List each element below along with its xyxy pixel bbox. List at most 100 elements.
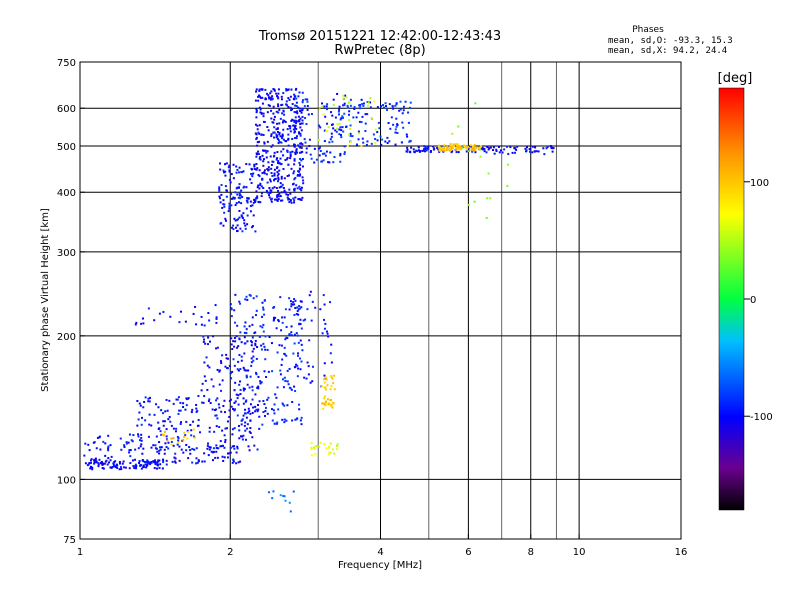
data-point [277, 111, 280, 114]
data-point [254, 410, 257, 413]
data-point [214, 304, 217, 307]
data-point [273, 178, 276, 181]
data-point [233, 364, 236, 367]
data-point [174, 457, 177, 460]
data-point [241, 438, 244, 441]
data-point [330, 132, 333, 135]
data-point [244, 429, 247, 432]
data-point [258, 124, 261, 127]
data-point [273, 318, 276, 321]
data-point [231, 433, 234, 436]
data-point [255, 136, 258, 139]
data-point [324, 388, 327, 391]
data-point [421, 149, 424, 152]
data-point [328, 453, 331, 456]
data-point [243, 352, 246, 355]
data-point [218, 197, 221, 200]
data-point [372, 133, 375, 136]
data-point [534, 146, 537, 149]
data-point [427, 146, 430, 149]
data-point [266, 168, 269, 171]
data-point [229, 181, 232, 184]
data-point [349, 98, 352, 101]
data-point [238, 191, 241, 194]
data-point [330, 343, 333, 346]
data-point [253, 332, 256, 335]
data-point [330, 111, 333, 114]
data-point [323, 381, 326, 384]
echo-cluster [320, 374, 336, 410]
data-point [516, 145, 519, 148]
data-point [378, 127, 381, 130]
data-point [298, 322, 301, 325]
data-point [157, 460, 160, 463]
data-point [455, 148, 458, 151]
data-point [275, 133, 278, 136]
data-point [318, 124, 321, 127]
data-point [262, 164, 265, 167]
data-point [262, 158, 265, 161]
data-point [276, 351, 279, 354]
data-point [376, 131, 379, 134]
data-point [150, 460, 153, 463]
data-point [251, 336, 254, 339]
data-point [286, 196, 289, 199]
data-point [290, 88, 293, 91]
data-point [324, 400, 327, 403]
data-point [374, 138, 377, 141]
data-point [140, 443, 143, 446]
data-point [307, 365, 310, 368]
data-point [309, 153, 312, 156]
data-point [252, 406, 255, 409]
data-point [281, 103, 284, 106]
data-point [289, 127, 292, 130]
data-point [289, 510, 292, 513]
data-point [242, 402, 245, 405]
data-point [251, 316, 254, 319]
data-point [271, 144, 274, 147]
data-point [191, 461, 194, 464]
data-point [293, 385, 296, 388]
data-point [295, 312, 298, 315]
data-point [174, 452, 177, 455]
data-point [212, 335, 215, 338]
data-point [120, 466, 123, 469]
data-point [285, 193, 288, 196]
data-point [257, 173, 260, 176]
data-point [90, 465, 93, 468]
data-point [186, 437, 189, 440]
data-point [238, 216, 241, 219]
data-point [236, 324, 239, 327]
data-point [287, 133, 290, 136]
data-point [230, 315, 233, 318]
data-point [273, 306, 276, 309]
data-point [131, 440, 134, 443]
data-point [298, 167, 301, 170]
data-point [285, 88, 288, 91]
data-point [297, 95, 300, 98]
data-point [273, 198, 276, 201]
data-point [156, 463, 159, 466]
data-point [268, 104, 271, 107]
data-point [134, 448, 137, 451]
data-point [197, 460, 200, 463]
data-point [299, 318, 302, 321]
data-point [236, 445, 239, 448]
data-point [89, 461, 92, 464]
data-point [473, 143, 476, 146]
data-point [321, 102, 324, 105]
data-point [283, 177, 286, 180]
data-point [190, 429, 193, 432]
data-point [319, 126, 322, 129]
data-point [241, 230, 244, 233]
data-point [323, 152, 326, 155]
data-point [170, 424, 173, 427]
data-point [251, 398, 254, 401]
data-point [315, 158, 318, 161]
echo-cluster [86, 458, 168, 471]
data-point [437, 148, 440, 151]
data-point [388, 140, 391, 143]
data-point [226, 456, 229, 459]
data-point [166, 409, 169, 412]
data-point [276, 151, 279, 154]
